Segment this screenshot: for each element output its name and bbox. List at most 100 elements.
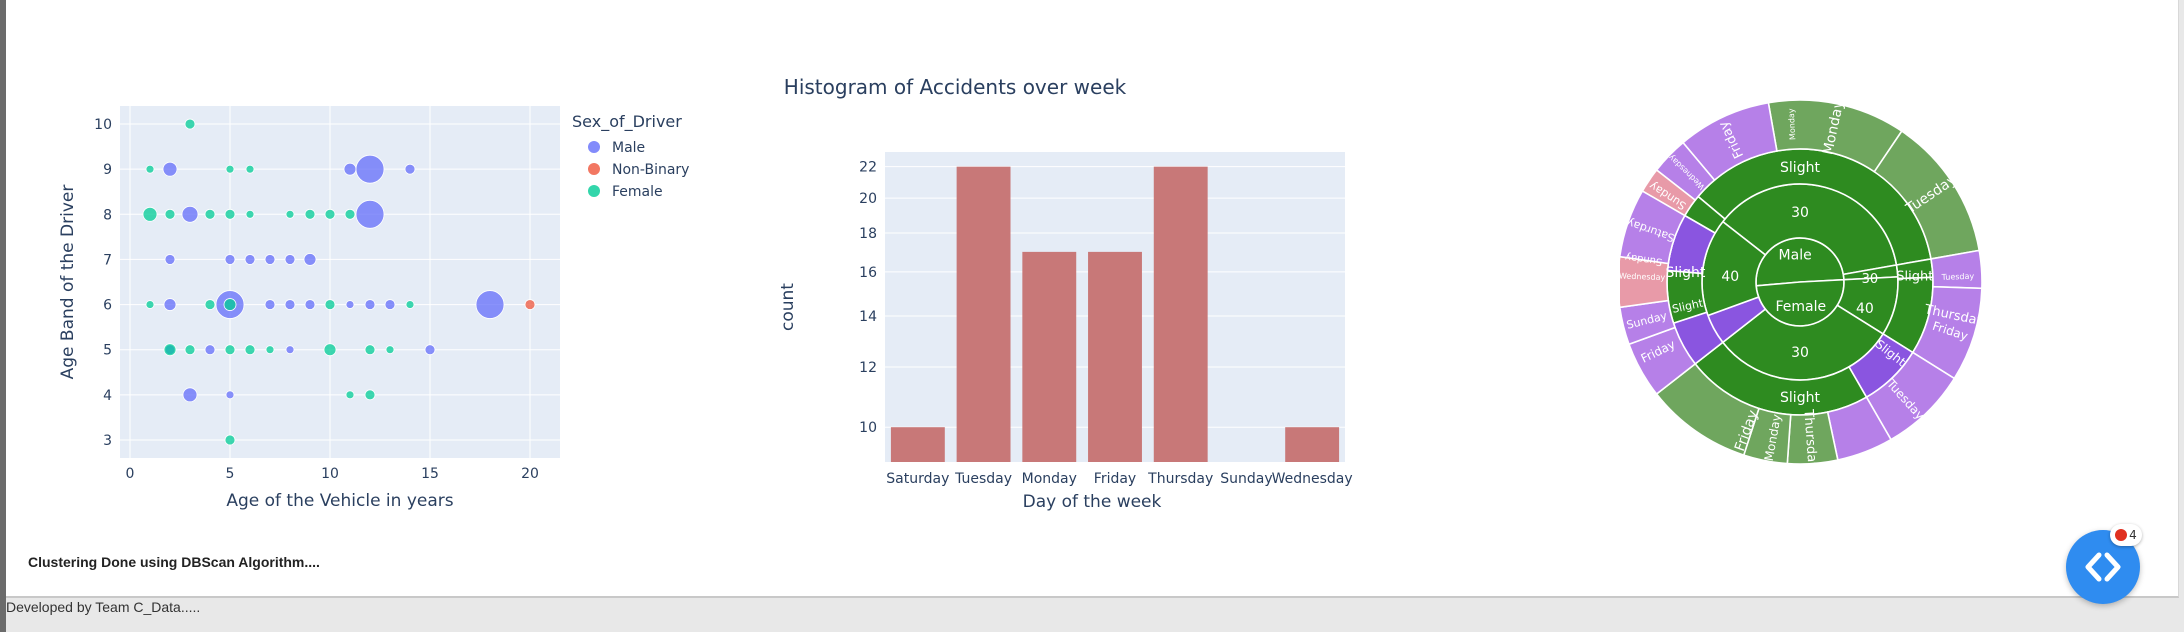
scatter-point[interactable] [355, 199, 385, 229]
legend-entry-label[interactable]: Female [612, 184, 663, 200]
scatter-point[interactable] [163, 298, 177, 311]
legend-marker[interactable] [588, 163, 600, 175]
scatter-point[interactable] [225, 164, 235, 174]
sunburst-chart[interactable]: Male Female 30 40 30 40 30 Slight Slight Slight Sl… [1620, 95, 2000, 475]
scatter-point[interactable] [304, 299, 316, 310]
scatter-point[interactable] [244, 344, 256, 356]
scatter-point[interactable] [284, 299, 296, 310]
legend-entry-label[interactable]: Male [612, 140, 645, 156]
scatter-point[interactable] [355, 154, 385, 184]
code-brackets-icon [2085, 552, 2121, 582]
scatter-point[interactable] [303, 253, 317, 266]
scatter-y-tick-label: 5 [103, 343, 112, 359]
scatter-point[interactable] [204, 208, 216, 220]
scatter-point[interactable] [204, 299, 216, 310]
bar-chart[interactable]: Histogram of Accidents over week 1012141… [770, 60, 1370, 520]
scatter-point[interactable] [182, 387, 198, 403]
scatter-point[interactable] [245, 164, 255, 174]
scatter-point[interactable] [344, 208, 356, 220]
scatter-point[interactable] [225, 390, 235, 400]
scatter-plot-area [120, 106, 560, 458]
scatter-point[interactable] [224, 344, 236, 356]
scatter-point[interactable] [163, 343, 177, 357]
scatter-points[interactable] [142, 118, 536, 446]
bar[interactable] [1285, 427, 1340, 462]
scatter-point[interactable] [364, 389, 376, 401]
scatter-point[interactable] [404, 163, 416, 175]
scatter-point[interactable] [224, 434, 236, 446]
scatter-x-tick-label: 20 [521, 466, 539, 482]
scatter-point[interactable] [244, 254, 256, 265]
notification-count: 4 [2129, 528, 2137, 542]
bar-tick-labels: 10 12 14 16 18 20 22 Saturday Tuesday Monday Frida… [859, 160, 1353, 487]
scatter-point[interactable] [475, 290, 505, 319]
sunburst-label: Male [1779, 247, 1812, 263]
scatter-point[interactable] [142, 206, 158, 222]
scatter-point[interactable] [224, 254, 236, 265]
scatter-point[interactable] [264, 254, 276, 265]
scatter-point[interactable] [324, 299, 336, 310]
scatter-point[interactable] [364, 344, 376, 356]
code-toggle-button[interactable] [2066, 530, 2140, 604]
sunburst-label: Female [1776, 299, 1827, 315]
sunburst-wedge[interactable] [1655, 141, 1716, 202]
scatter-legend[interactable]: Male Non-Binary Female [588, 140, 689, 200]
scatter-point[interactable] [405, 300, 415, 309]
bar-y-axis-label: count [778, 283, 798, 331]
scatter-point[interactable] [385, 345, 395, 355]
scatter-point[interactable] [345, 390, 355, 400]
bar-y-tick-label: 10 [859, 420, 877, 436]
scatter-point[interactable] [162, 161, 178, 177]
bar-y-tick-label: 20 [859, 191, 877, 207]
bar-series[interactable] [890, 166, 1340, 463]
scatter-point[interactable] [164, 208, 176, 220]
scatter-point[interactable] [424, 344, 436, 356]
scatter-point[interactable] [223, 298, 237, 311]
sunburst-wedges[interactable] [1620, 99, 1983, 465]
legend-marker[interactable] [588, 185, 600, 197]
bar[interactable] [956, 166, 1011, 463]
sunburst-label: 30 [1862, 272, 1879, 287]
scatter-point[interactable] [324, 208, 336, 220]
scatter-y-tick-label: 9 [103, 162, 112, 178]
scatter-point[interactable] [343, 162, 357, 176]
scatter-point[interactable] [184, 118, 196, 130]
bar-chart-title: Histogram of Accidents over week [784, 75, 1127, 99]
legend-entry-label[interactable]: Non-Binary [612, 162, 689, 178]
scatter-point[interactable] [245, 209, 255, 219]
scatter-point[interactable] [284, 254, 296, 265]
bar[interactable] [1153, 166, 1208, 463]
sunburst-label: 30 [1791, 345, 1809, 361]
sunburst-wedge[interactable] [1681, 101, 1778, 182]
legend-marker[interactable] [588, 141, 600, 153]
bar[interactable] [890, 427, 945, 462]
scatter-point[interactable] [384, 299, 396, 310]
scatter-point[interactable] [264, 299, 276, 310]
scatter-point[interactable] [204, 344, 216, 356]
scatter-point[interactable] [364, 299, 376, 310]
bar-y-tick-label: 18 [859, 226, 877, 242]
bar[interactable] [1022, 251, 1077, 462]
scatter-legend-title: Sex_of_Driver [572, 112, 682, 132]
sunburst-label: Wednesday [1620, 271, 1666, 282]
scatter-point[interactable] [265, 345, 275, 355]
sunburst-label: Slight [1665, 265, 1705, 281]
scatter-point[interactable] [345, 300, 355, 309]
scatter-point[interactable] [323, 343, 337, 357]
scatter-point[interactable] [145, 300, 155, 309]
scatter-point[interactable] [224, 208, 236, 220]
sunburst-label: 30 [1791, 205, 1809, 221]
scatter-point[interactable] [181, 205, 199, 223]
scatter-tick-labels: 0 5 10 15 20 3 4 5 6 7 8 9 10 [94, 117, 539, 482]
scatter-point[interactable] [145, 164, 155, 174]
sunburst-wedge[interactable] [1620, 189, 1686, 265]
scatter-chart[interactable]: 0 5 10 15 20 3 4 5 6 7 8 9 10 Age of the Vehicle in … [50, 95, 700, 525]
bar[interactable] [1088, 251, 1142, 462]
scatter-point[interactable] [184, 344, 196, 356]
scatter-x-tick-label: 15 [421, 466, 439, 482]
scatter-point[interactable] [285, 209, 295, 219]
scatter-point[interactable] [285, 345, 295, 355]
scatter-point[interactable] [524, 299, 536, 310]
scatter-point[interactable] [304, 208, 316, 220]
scatter-point[interactable] [164, 254, 176, 265]
